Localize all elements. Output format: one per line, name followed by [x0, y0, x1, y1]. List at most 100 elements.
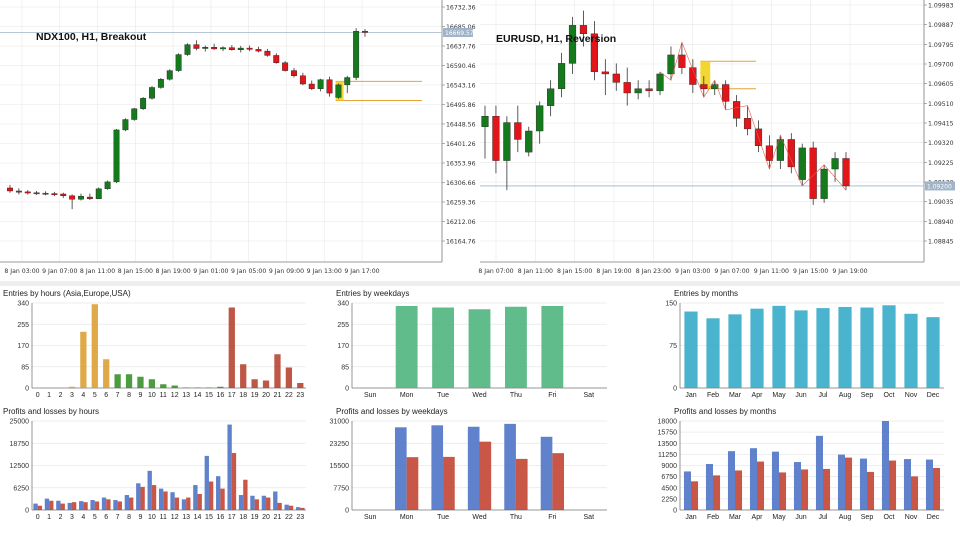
y-tick-label: 16212.06 — [446, 219, 476, 226]
loss-bar — [71, 502, 77, 510]
x-tick-label: 19 — [251, 392, 259, 399]
x-tick-label: 4 — [81, 514, 85, 521]
x-tick-label: Dec — [927, 392, 940, 399]
x-tick-label: 0 — [36, 514, 40, 521]
statistics-panel: Entries by hours (Asia,Europe,USA)085170… — [3, 289, 944, 521]
x-tick-label: 23 — [296, 392, 304, 399]
x-tick-label: 9 Jan 17:00 — [344, 268, 379, 275]
profit-bar — [158, 488, 164, 510]
x-tick-label: 8 — [127, 392, 131, 399]
y-tick-label: 85 — [341, 364, 349, 371]
loss-bar — [163, 491, 168, 510]
candle-bull — [525, 130, 533, 153]
price-chart-eurusd[interactable]: 1.09983 1.09887 1.09795 1.09700 1.09605 1.095… — [478, 0, 955, 275]
profit-bar — [238, 495, 244, 510]
y-tick-label: 255 — [337, 322, 349, 329]
stat-chart-0: Entries by hours (Asia,Europe,USA)085170… — [3, 289, 306, 399]
x-tick-label: Sep — [861, 392, 874, 399]
loss-bar — [140, 486, 145, 510]
loss-bar — [186, 497, 191, 510]
loss-bar — [801, 469, 809, 510]
price-chart-ndx100[interactable]: 16732.36 16685.06 16637.76 16590.46 16543.16… — [0, 0, 476, 275]
candle-bear — [228, 47, 235, 51]
profit-bar — [881, 421, 889, 510]
x-tick-label: 9 Jan 07:00 — [42, 268, 77, 275]
candle-bear — [733, 101, 741, 119]
profit-bar — [56, 500, 61, 510]
x-tick-label: May — [772, 392, 786, 399]
bar — [228, 307, 235, 388]
loss-bar — [691, 481, 699, 510]
x-tick-label: 9 Jan 03:00 — [675, 268, 710, 275]
candle-bear — [69, 195, 76, 200]
bar — [137, 376, 144, 388]
x-tick-label: 22 — [285, 514, 293, 521]
x-tick-label: 9 — [139, 392, 143, 399]
bar — [148, 379, 156, 388]
bar — [80, 331, 87, 388]
candle-bull — [557, 63, 566, 89]
bar — [240, 364, 247, 388]
y-tick-label: 7750 — [333, 485, 349, 492]
y-tick-label: 340 — [337, 301, 349, 308]
profit-bar — [101, 497, 107, 510]
loss-bar — [231, 453, 237, 510]
candle-bull — [656, 73, 664, 92]
loss-bar — [911, 476, 919, 510]
y-tick-label: 25000 — [10, 419, 30, 426]
y-tick-label: 75 — [669, 343, 677, 350]
candle-bear — [362, 30, 368, 33]
bar — [194, 387, 201, 388]
x-tick-label: Nov — [905, 514, 918, 521]
loss-bar — [779, 472, 787, 510]
candle-bear — [700, 84, 708, 89]
x-tick-label: 7 — [116, 392, 120, 399]
loss-bar — [220, 488, 225, 510]
bar — [926, 317, 940, 388]
candle-bear — [809, 147, 817, 199]
x-tick-label: 9 Jan 01:00 — [193, 268, 228, 275]
candle-bear — [7, 187, 13, 192]
candle-bear — [273, 55, 280, 63]
stat-chart-title: Entries by hours (Asia,Europe,USA) — [3, 289, 131, 298]
loss-bar — [300, 507, 305, 510]
candle-bear — [722, 84, 730, 102]
profit-bar — [749, 448, 757, 510]
y-tick-label: 85 — [21, 364, 29, 371]
x-tick-label: Sep — [861, 514, 874, 521]
bar — [728, 314, 742, 388]
bar — [285, 367, 293, 388]
x-tick-label: Dec — [927, 514, 940, 521]
candle-bull — [78, 195, 84, 200]
candle-bear — [601, 71, 609, 75]
profit-bar — [90, 500, 95, 510]
stat-chart-2: Entries by months 0 75 150 Jan Feb Mar Apr May Ju… — [665, 289, 944, 399]
y-tick-label: 1.09225 — [928, 160, 954, 167]
y-tick-label: 6750 — [661, 474, 677, 481]
loss-bar — [277, 502, 282, 510]
bar — [860, 307, 874, 388]
y-tick-label: 16401.26 — [446, 141, 476, 148]
y-tick-label: 1.09795 — [928, 42, 954, 49]
x-tick-label: 5 — [93, 392, 97, 399]
profit-bar — [216, 476, 221, 510]
y-tick-label: 170 — [337, 343, 349, 350]
profit-bar — [793, 462, 801, 510]
candle-bear — [842, 158, 850, 187]
candle-bear — [60, 193, 67, 196]
candle-bear — [590, 33, 598, 73]
candle-bull — [831, 158, 839, 170]
profit-bar — [815, 435, 823, 510]
candle-bull — [798, 147, 806, 180]
loss-bar — [208, 481, 214, 510]
x-tick-label: 21 — [274, 514, 282, 521]
candle-bear — [246, 47, 253, 50]
bar — [816, 308, 830, 388]
loss-bar — [845, 457, 853, 510]
profit-bar — [431, 425, 444, 510]
x-tick-label: 9 Jan 07:00 — [714, 268, 749, 275]
y-tick-label: 255 — [17, 322, 29, 329]
loss-bar — [406, 457, 419, 510]
bar — [251, 379, 258, 388]
candle-bear — [51, 193, 58, 195]
